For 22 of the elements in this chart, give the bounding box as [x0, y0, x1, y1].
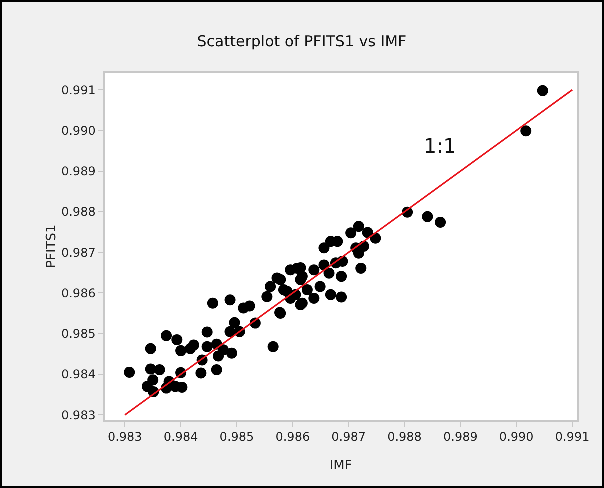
y-tick-label: 0.987	[61, 246, 96, 260]
x-axis-title: IMF	[330, 458, 352, 474]
y-axis-title: PFITS1	[44, 224, 60, 268]
x-tick-label: 0.984	[164, 430, 198, 444]
annotation: 1:1	[424, 134, 456, 158]
x-tick-label: 0.987	[332, 430, 366, 444]
y-tick-label: 0.989	[61, 164, 96, 179]
y-tick-label: 0.986	[61, 286, 96, 300]
x-tick-label: 0.986	[276, 430, 310, 444]
chart-title: Scatterplot of PFITS1 vs IMF	[197, 32, 407, 50]
x-tick-label: 0.983	[108, 430, 142, 444]
x-tick-label: 0.985	[220, 430, 254, 444]
x-tick-label: 0.989	[444, 430, 478, 444]
y-tick-label: 0.991	[61, 83, 96, 98]
x-tick-label: 0.990	[499, 430, 534, 444]
y-tick-label: 0.985	[61, 327, 96, 342]
y-tick-label: 0.988	[61, 205, 96, 220]
y-tick-label: 0.984	[61, 368, 96, 382]
x-tick-label: 0.991	[555, 430, 590, 444]
x-tick-label: 0.988	[388, 430, 422, 444]
y-tick-label: 0.990	[61, 124, 96, 138]
y-tick-label: 0.983	[61, 408, 96, 422]
